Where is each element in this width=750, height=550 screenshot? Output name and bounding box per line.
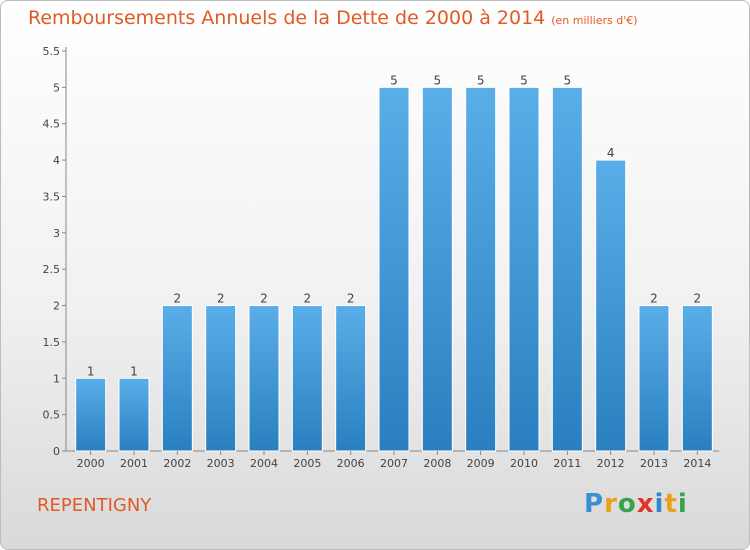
y-tick-label: 1.5: [43, 336, 61, 349]
bar-value-label: 5: [390, 73, 398, 87]
logo-letter-3: o: [617, 489, 637, 519]
y-tick-label: 4: [53, 154, 60, 167]
bar: [248, 305, 280, 452]
y-tick-label: 0: [53, 445, 60, 458]
bar: [291, 305, 323, 452]
bar-value-label: 2: [260, 292, 268, 306]
x-tick-label: 2002: [163, 457, 191, 470]
bar: [551, 86, 583, 452]
y-tick-label: 3.5: [43, 190, 61, 203]
bar-value-label: 5: [434, 73, 442, 87]
x-tick-label: 2007: [380, 457, 408, 470]
bar: [205, 305, 237, 452]
logo-letter-5: i: [654, 489, 665, 519]
x-tick-label: 2014: [683, 457, 711, 470]
logo-letter-1: P: [584, 489, 605, 519]
bar: [595, 159, 627, 452]
bar: [681, 305, 713, 452]
logo-letter-7: i: [677, 489, 688, 519]
chart-subtitle: (en milliers d'€): [551, 14, 638, 27]
bar-value-label: 5: [564, 73, 572, 87]
bar-value-label: 2: [304, 292, 312, 306]
chart-title-text: Remboursements Annuels de la Dette de 20…: [28, 7, 546, 29]
logo-letter-6: t: [664, 489, 678, 519]
x-tick-label: 2004: [250, 457, 278, 470]
x-tick-label: 2001: [120, 457, 148, 470]
bar: [161, 305, 193, 452]
y-tick-label: 1: [53, 372, 60, 385]
x-tick-label: 2006: [337, 457, 365, 470]
y-tick-label: 5.5: [43, 45, 61, 58]
x-tick-label: 2008: [423, 457, 451, 470]
bar-value-label: 5: [477, 73, 485, 87]
x-tick-label: 2010: [510, 457, 538, 470]
y-tick-label: 2: [53, 300, 60, 313]
bar: [638, 305, 670, 452]
x-tick-label: 2000: [77, 457, 105, 470]
bar-value-label: 2: [694, 292, 702, 306]
y-tick-label: 3: [53, 227, 60, 240]
bar-value-label: 1: [130, 364, 138, 378]
x-tick-label: 2013: [640, 457, 668, 470]
bar: [335, 305, 367, 452]
bar-value-label: 4: [607, 146, 615, 160]
x-tick-label: 2005: [293, 457, 321, 470]
proxiti-logo: Proxiti: [584, 489, 688, 519]
city-name: REPENTIGNY: [37, 495, 152, 516]
bar-value-label: 2: [217, 292, 225, 306]
logo-letter-4: x: [636, 489, 655, 519]
y-tick-label: 5: [53, 81, 60, 94]
bar-value-label: 2: [174, 292, 182, 306]
bar: [465, 86, 497, 452]
bar: [421, 86, 453, 452]
logo-letter-2: r: [604, 489, 618, 519]
x-tick-label: 2012: [597, 457, 625, 470]
x-tick-label: 2009: [467, 457, 495, 470]
y-tick-label: 2.5: [43, 263, 61, 276]
bar: [378, 86, 410, 452]
bar-value-label: 2: [347, 292, 355, 306]
bar: [75, 377, 107, 452]
x-tick-label: 2003: [207, 457, 235, 470]
bar-value-label: 1: [87, 364, 95, 378]
bar: [118, 377, 150, 452]
bar-value-label: 2: [650, 292, 658, 306]
chart-title: Remboursements Annuels de la Dette de 20…: [28, 7, 638, 29]
y-tick-label: 0.5: [43, 409, 61, 422]
bar-chart: 0 0.5 1 1.5 2 2.5 3 3.5 4 4.5 5 5.5 1 2000 1 2001 2 2002 2…: [43, 45, 719, 470]
bar: [508, 86, 540, 452]
x-tick-label: 2011: [553, 457, 581, 470]
y-tick-label: 4.5: [43, 118, 61, 131]
bar-value-label: 5: [520, 73, 528, 87]
